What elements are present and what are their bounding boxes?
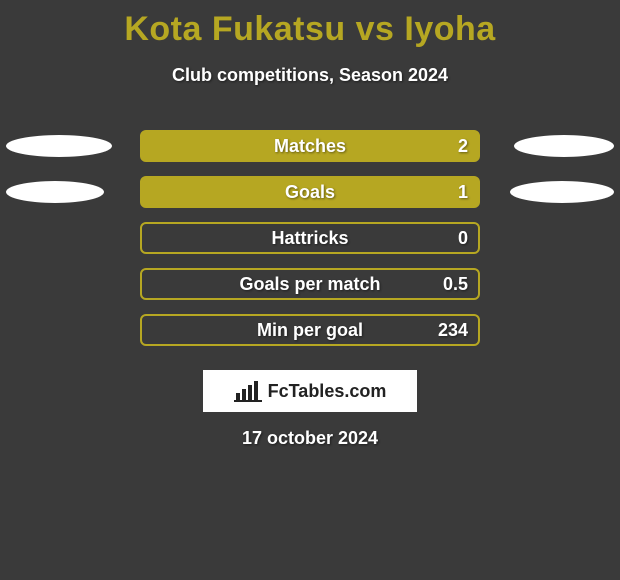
subtitle: Club competitions, Season 2024: [0, 65, 620, 86]
left-ellipse: [6, 135, 112, 157]
right-ellipse: [510, 181, 614, 203]
stat-label: Matches: [142, 136, 478, 157]
date-text: 17 october 2024: [0, 428, 620, 449]
stat-value: 0: [458, 228, 468, 249]
stat-bar: Min per goal234: [140, 314, 480, 346]
stat-bar: Goals per match0.5: [140, 268, 480, 300]
stat-row: Hattricks0: [0, 222, 620, 254]
stat-label: Hattricks: [142, 228, 478, 249]
stat-value: 2: [458, 136, 468, 157]
stat-label: Goals: [142, 182, 478, 203]
stat-value: 234: [438, 320, 468, 341]
right-ellipse: [514, 135, 614, 157]
stat-value: 0.5: [443, 274, 468, 295]
stat-bar: Matches2: [140, 130, 480, 162]
stat-row: Matches2: [0, 130, 620, 162]
comparison-infographic: Kota Fukatsu vs Iyoha Club competitions,…: [0, 0, 620, 580]
left-ellipse: [6, 181, 104, 203]
logo-text: FcTables.com: [268, 381, 387, 402]
stat-bar: Goals1: [140, 176, 480, 208]
stat-label: Min per goal: [142, 320, 478, 341]
stat-value: 1: [458, 182, 468, 203]
bar-chart-icon: [234, 379, 262, 403]
stat-label: Goals per match: [142, 274, 478, 295]
stat-row: Goals1: [0, 176, 620, 208]
logo-box: FcTables.com: [203, 370, 417, 412]
stat-bar: Hattricks0: [140, 222, 480, 254]
stat-row: Goals per match0.5: [0, 268, 620, 300]
stats-rows: Matches2Goals1Hattricks0Goals per match0…: [0, 130, 620, 346]
page-title: Kota Fukatsu vs Iyoha: [0, 0, 620, 49]
stat-row: Min per goal234: [0, 314, 620, 346]
